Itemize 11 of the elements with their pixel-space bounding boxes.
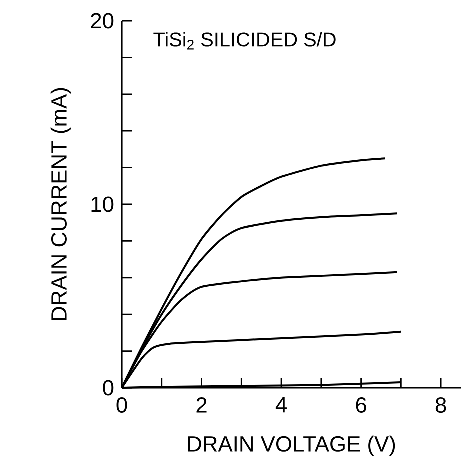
y-axis-title: DRAIN CURRENT (mA): [50, 88, 72, 320]
x-tick-label: 2: [196, 397, 207, 413]
y-tick-label: 20: [91, 13, 114, 29]
x-tick-label: 6: [356, 397, 366, 414]
x-tick-label: 8: [436, 397, 446, 414]
x-axis-title: DRAIN VOLTAGE (V): [188, 436, 396, 456]
annotation: TiSi$_{2}$ SILICIDED S/D: [154, 32, 336, 50]
x-tick-label: 4: [276, 398, 287, 413]
y-tick-label: 0: [103, 380, 114, 396]
x-tick-label: 0: [116, 397, 128, 414]
y-tick-label: 10: [92, 196, 114, 212]
